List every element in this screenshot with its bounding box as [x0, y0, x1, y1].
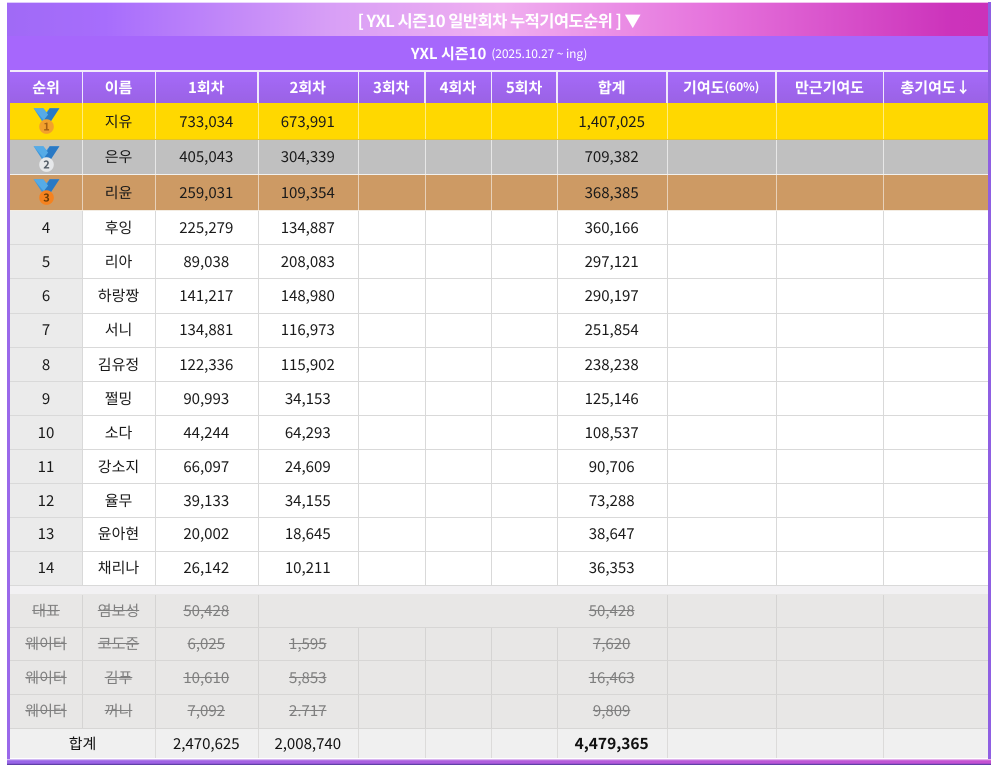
svg-text:1: 1 [43, 119, 50, 135]
svg-text:3: 3 [43, 190, 50, 206]
svg-text:2: 2 [43, 156, 50, 172]
